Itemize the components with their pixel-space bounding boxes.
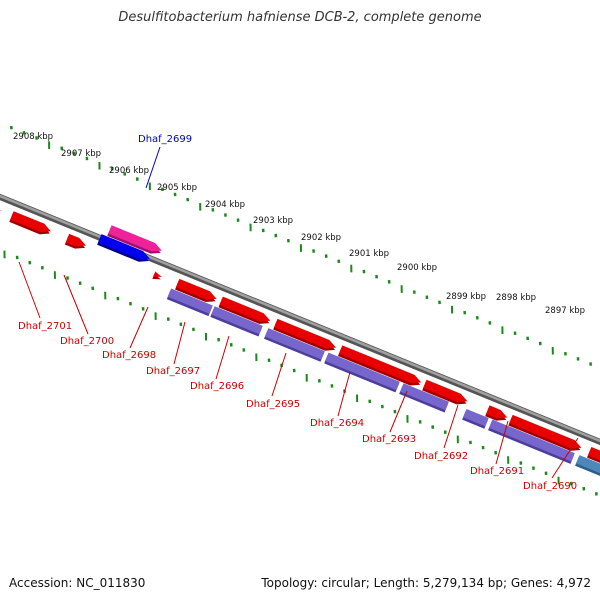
label-leader-line xyxy=(271,352,287,397)
gene-arrow[interactable] xyxy=(587,446,600,466)
label-leader-line xyxy=(145,146,161,189)
topology-text: Topology: circular; Length: 5,279,134 bp… xyxy=(261,576,591,590)
gene-arrow[interactable] xyxy=(98,234,150,260)
label-leader-line xyxy=(215,335,230,380)
gene-label[interactable]: Dhaf_2699 xyxy=(138,134,192,145)
gene-arrow[interactable] xyxy=(108,225,162,252)
label-leader-line xyxy=(18,261,41,319)
label-leader-line xyxy=(63,274,89,335)
gene-arrow[interactable] xyxy=(152,270,162,278)
gene-arrow[interactable] xyxy=(264,328,325,360)
upper-ruler xyxy=(10,125,592,366)
kbp-label: 2899 kbp xyxy=(446,292,486,302)
gene-label[interactable]: Dhaf_2692 xyxy=(414,451,468,462)
gene-label[interactable]: Dhaf_2690 xyxy=(523,481,577,492)
kbp-label: 2905 kbp xyxy=(157,183,197,193)
gene-label[interactable]: Dhaf_2691 xyxy=(470,466,524,477)
gene-arrow[interactable] xyxy=(338,345,422,384)
kbp-label: 2901 kbp xyxy=(349,249,389,259)
gene-arrow[interactable] xyxy=(211,306,263,335)
gene-arrow[interactable] xyxy=(400,383,449,411)
gene-labels: Dhaf_2701 Dhaf_2700 Dhaf_2699 Dhaf_2698 Dhaf… xyxy=(18,134,577,492)
lower-ruler xyxy=(3,250,598,496)
kbp-label: 2897 kbp xyxy=(545,306,585,316)
gene-features xyxy=(0,201,600,481)
gene-arrow[interactable] xyxy=(509,414,582,449)
kbp-label: 2900 kbp xyxy=(397,263,437,273)
gene-arrow[interactable] xyxy=(486,405,508,419)
label-leader-line xyxy=(173,321,186,365)
gene-label[interactable]: Dhaf_2695 xyxy=(246,399,300,410)
gene-arrow[interactable] xyxy=(219,296,271,322)
gene-arrow[interactable] xyxy=(65,233,87,247)
genome-title: Desulfitobacterium hafniense DCB-2, comp… xyxy=(118,10,482,25)
gene-arrow[interactable] xyxy=(0,201,1,211)
gene-arrow[interactable] xyxy=(274,318,336,349)
gene-label[interactable]: Dhaf_2698 xyxy=(102,350,156,361)
gene-label[interactable]: Dhaf_2697 xyxy=(146,366,200,377)
gene-label[interactable]: Dhaf_2693 xyxy=(362,434,416,445)
gene-arrow[interactable] xyxy=(325,352,400,391)
kbp-label: 2904 kbp xyxy=(205,200,245,210)
gene-arrow[interactable] xyxy=(423,379,468,403)
kbp-label: 2906 kbp xyxy=(109,166,149,176)
kbp-labels: 2908 kbp 2907 kbp 2906 kbp 2905 kbp 2904 kbp… xyxy=(13,132,585,316)
gene-arrow[interactable] xyxy=(463,408,489,427)
accession-text: Accession: NC_011830 xyxy=(9,576,146,590)
kbp-label: 2898 kbp xyxy=(496,293,536,303)
gene-label[interactable]: Dhaf_2696 xyxy=(190,381,244,392)
gene-arrow[interactable] xyxy=(576,455,600,481)
backbone-highlight xyxy=(0,194,600,443)
kbp-label: 2902 kbp xyxy=(301,233,341,243)
label-leader-line xyxy=(443,404,459,449)
gene-arrow[interactable] xyxy=(10,211,51,233)
kbp-label: 2907 kbp xyxy=(61,149,101,159)
gene-label[interactable]: Dhaf_2694 xyxy=(310,418,364,429)
label-leader-line xyxy=(337,371,351,417)
label-leader-line xyxy=(129,306,149,349)
kbp-label: 2908 kbp xyxy=(13,132,53,142)
gene-arrow[interactable] xyxy=(489,419,575,462)
label-leader-line xyxy=(389,390,408,433)
label-leaders xyxy=(18,146,579,479)
gene-label[interactable]: Dhaf_2700 xyxy=(60,336,114,347)
backbone xyxy=(0,193,600,446)
label-leader-line xyxy=(551,437,579,479)
label-leader-line xyxy=(495,420,509,465)
gene-arrow[interactable] xyxy=(167,288,213,314)
gene-label[interactable]: Dhaf_2701 xyxy=(18,321,72,332)
gene-arrow[interactable] xyxy=(175,278,217,300)
kbp-label: 2903 kbp xyxy=(253,216,293,226)
